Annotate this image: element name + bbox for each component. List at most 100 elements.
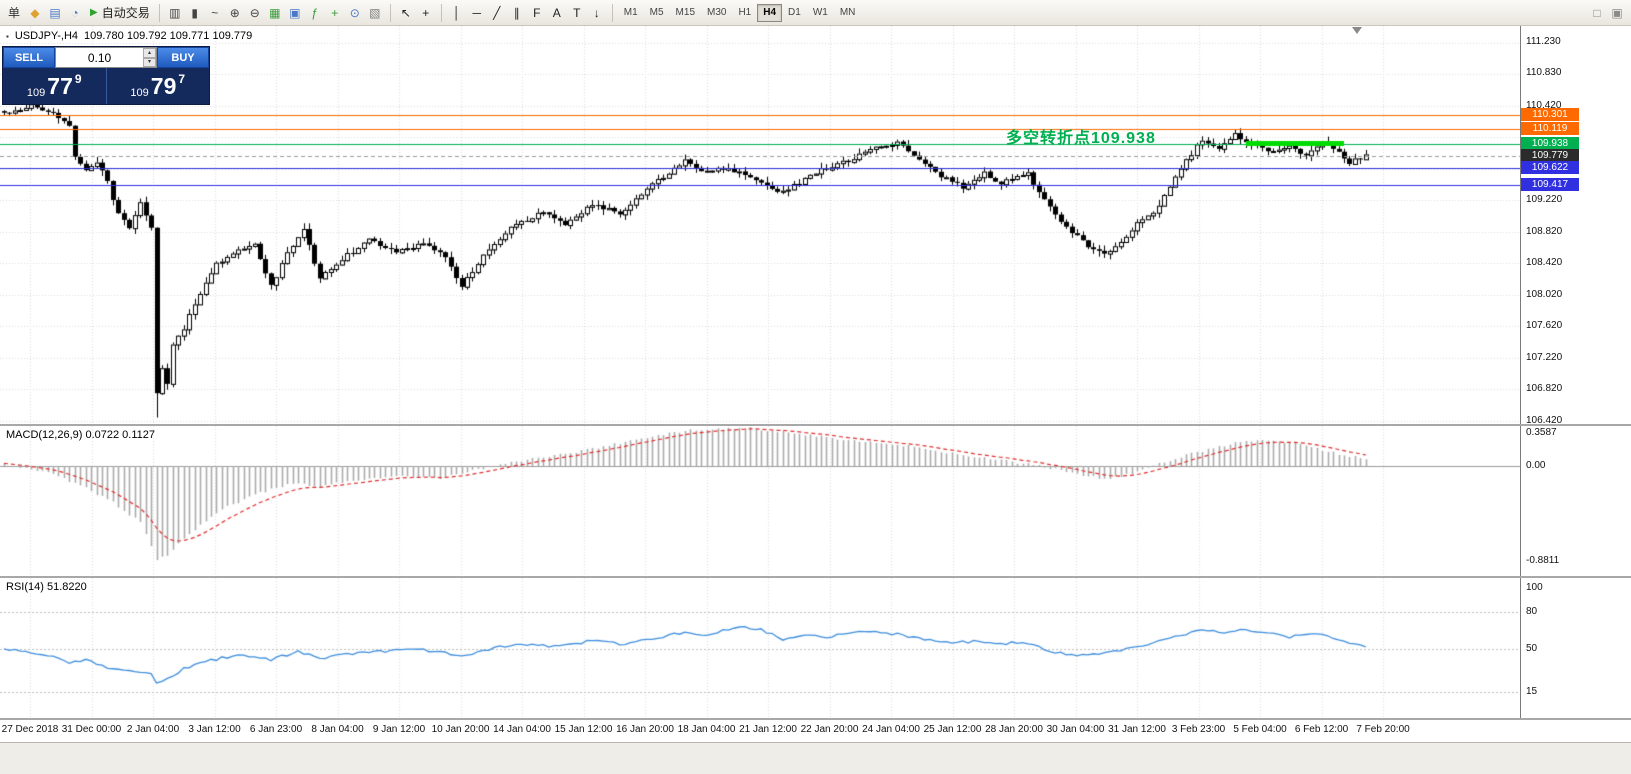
time-axis-label: 24 Jan 04:00 xyxy=(862,724,920,735)
text-button[interactable]: A xyxy=(547,3,567,23)
price-line-label: 110.301 xyxy=(1521,108,1579,121)
grid-button[interactable]: ▦ xyxy=(265,3,285,23)
macd-pane-canvas[interactable] xyxy=(0,426,1520,576)
windows-button[interactable]: ▣ xyxy=(285,3,305,23)
time-axis-label: 7 Feb 20:00 xyxy=(1356,724,1410,735)
window-tile-button[interactable]: ▣ xyxy=(1607,3,1627,23)
community-button[interactable]: ◔ xyxy=(65,3,85,23)
timeframe-d1-button[interactable]: D1 xyxy=(782,4,807,22)
pane-separator xyxy=(0,718,1631,720)
price-axis-label: 110.830 xyxy=(1526,67,1562,78)
pane-separator[interactable] xyxy=(0,576,1631,578)
fibonacci-button[interactable]: F xyxy=(527,3,547,23)
price-line-label: 109.779 xyxy=(1521,149,1579,162)
price-line-label: 109.417 xyxy=(1521,178,1579,191)
sell-button[interactable]: SELL xyxy=(3,47,55,68)
price-axis-label: 107.620 xyxy=(1526,320,1563,331)
time-axis-label: 9 Jan 12:00 xyxy=(372,724,426,735)
add-object-button[interactable]: + xyxy=(325,3,345,23)
chart-shift-marker[interactable] xyxy=(1352,27,1362,34)
line-chart-button[interactable]: ~ xyxy=(205,3,225,23)
vertical-line-button[interactable]: │ xyxy=(447,3,467,23)
rsi-axis-label: 80 xyxy=(1526,606,1538,617)
autotrading-button[interactable]: ▶ 自动交易 xyxy=(86,3,154,23)
volume-field: ▴ ▾ xyxy=(55,47,157,68)
crosshair-button[interactable]: + xyxy=(416,3,436,23)
toolbar-separator xyxy=(389,3,391,22)
zoom-in-button[interactable]: ⊕ xyxy=(225,3,245,23)
rsi-label: RSI(14) 51.8220 xyxy=(6,581,87,593)
time-axis-label: 27 Dec 2018 xyxy=(1,724,59,735)
price-axis-label: 108.420 xyxy=(1526,257,1563,268)
symbol-info: ▪ USDJPY-,H4 109.780 109.792 109.771 109… xyxy=(6,30,252,42)
templates-button[interactable]: ▧ xyxy=(365,3,385,23)
bid-big-digits: 77 xyxy=(47,73,73,99)
rsi-pane-canvas[interactable] xyxy=(0,578,1520,718)
timeframe-m5-button[interactable]: M5 xyxy=(644,4,670,22)
time-axis-label: 6 Jan 23:00 xyxy=(249,724,303,735)
toolbar: 单 ◆ ▤ ◔ ▶ 自动交易 ▥ ▮ ~ ⊕ ⊖ ▦ ▣ ƒ + ⊙ ▧ ↖ + │ ─ ╱ ∥ F A T ↓ M1 M… xyxy=(0,0,1631,26)
toolbar-group-window: □ ▣ xyxy=(1587,3,1627,23)
new-order-button[interactable]: 单 xyxy=(4,3,24,23)
profiles-button[interactable]: ◆ xyxy=(25,3,45,23)
time-axis-label: 10 Jan 20:00 xyxy=(431,724,490,735)
timeframe-h1-button[interactable]: H1 xyxy=(732,4,757,22)
price-axis-label: 110.420 xyxy=(1526,100,1562,111)
buy-button[interactable]: BUY xyxy=(157,47,209,68)
status-bar xyxy=(0,742,1631,774)
equidistant-channel-button[interactable]: ∥ xyxy=(507,3,527,23)
time-axis-label: 2 Jan 04:00 xyxy=(126,724,180,735)
arrows-button[interactable]: ↓ xyxy=(587,3,607,23)
toolbar-separator xyxy=(158,3,160,22)
volume-input[interactable] xyxy=(56,48,143,67)
timeframe-m1-button[interactable]: M1 xyxy=(618,4,644,22)
price-line-label: 109.938 xyxy=(1521,137,1579,150)
rsi-axis-label: 100 xyxy=(1526,582,1543,593)
cursor-button[interactable]: ↖ xyxy=(396,3,416,23)
time-axis-label: 16 Jan 20:00 xyxy=(616,724,674,735)
bid-pip-digit: 9 xyxy=(74,72,82,86)
price-axis-label: 111.230 xyxy=(1526,36,1561,47)
bar-chart-button[interactable]: ▥ xyxy=(165,3,185,23)
toolbar-separator xyxy=(611,3,613,22)
price-chart-canvas[interactable] xyxy=(0,26,1520,424)
timeframe-m30-button[interactable]: M30 xyxy=(701,4,732,22)
timeframe-group: M1 M5 M15 M30 H1 H4 D1 W1 MN xyxy=(618,3,862,22)
timeframe-h4-button[interactable]: H4 xyxy=(757,3,783,22)
play-icon: ▶ xyxy=(90,7,98,18)
macd-axis-label: -0.8811 xyxy=(1526,555,1560,566)
volume-spinner: ▴ ▾ xyxy=(143,48,156,67)
trendline-button[interactable]: ╱ xyxy=(487,3,507,23)
time-axis-label: 31 Dec 00:00 xyxy=(61,724,122,735)
timeframe-mn-button[interactable]: MN xyxy=(834,4,862,22)
period-button[interactable]: ⊙ xyxy=(345,3,365,23)
toolbar-group-chart-tools: ▥ ▮ ~ ⊕ ⊖ ▦ ▣ ƒ + ⊙ ▧ xyxy=(165,3,385,23)
timeframe-m15-button[interactable]: M15 xyxy=(670,4,701,22)
timeframe-w1-button[interactable]: W1 xyxy=(807,4,834,22)
toolbar-group-cursor: ↖ + xyxy=(396,3,436,23)
price-line-label: 109.622 xyxy=(1521,161,1579,174)
text-label-button[interactable]: T xyxy=(567,3,587,23)
ask-big-digits: 79 xyxy=(150,73,177,99)
time-axis-label: 3 Jan 12:00 xyxy=(188,724,241,735)
time-axis-label: 30 Jan 04:00 xyxy=(1046,724,1105,735)
time-axis-label: 22 Jan 20:00 xyxy=(800,724,859,735)
rsi-axis-label: 50 xyxy=(1526,643,1538,654)
indicators-button[interactable]: ƒ xyxy=(305,3,325,23)
bid-prefix: 109 xyxy=(26,87,46,99)
zoom-out-button[interactable]: ⊖ xyxy=(245,3,265,23)
horizontal-line-button[interactable]: ─ xyxy=(467,3,487,23)
time-axis-label: 31 Jan 12:00 xyxy=(1108,724,1166,735)
volume-up-button[interactable]: ▴ xyxy=(143,48,156,58)
price-axis-border xyxy=(1520,26,1521,718)
ask-prefix: 109 xyxy=(130,87,149,99)
pane-separator[interactable] xyxy=(0,424,1631,426)
ask-price: 109 79 7 xyxy=(107,68,210,104)
toolbar-group-charts: ◆ ▤ ◔ xyxy=(25,3,85,23)
candlestick-chart-button[interactable]: ▮ xyxy=(185,3,205,23)
charts-button[interactable]: ▤ xyxy=(45,3,65,23)
price-axis-label: 106.420 xyxy=(1526,415,1563,426)
window-cascade-button[interactable]: □ xyxy=(1587,3,1607,23)
volume-down-button[interactable]: ▾ xyxy=(143,57,156,67)
